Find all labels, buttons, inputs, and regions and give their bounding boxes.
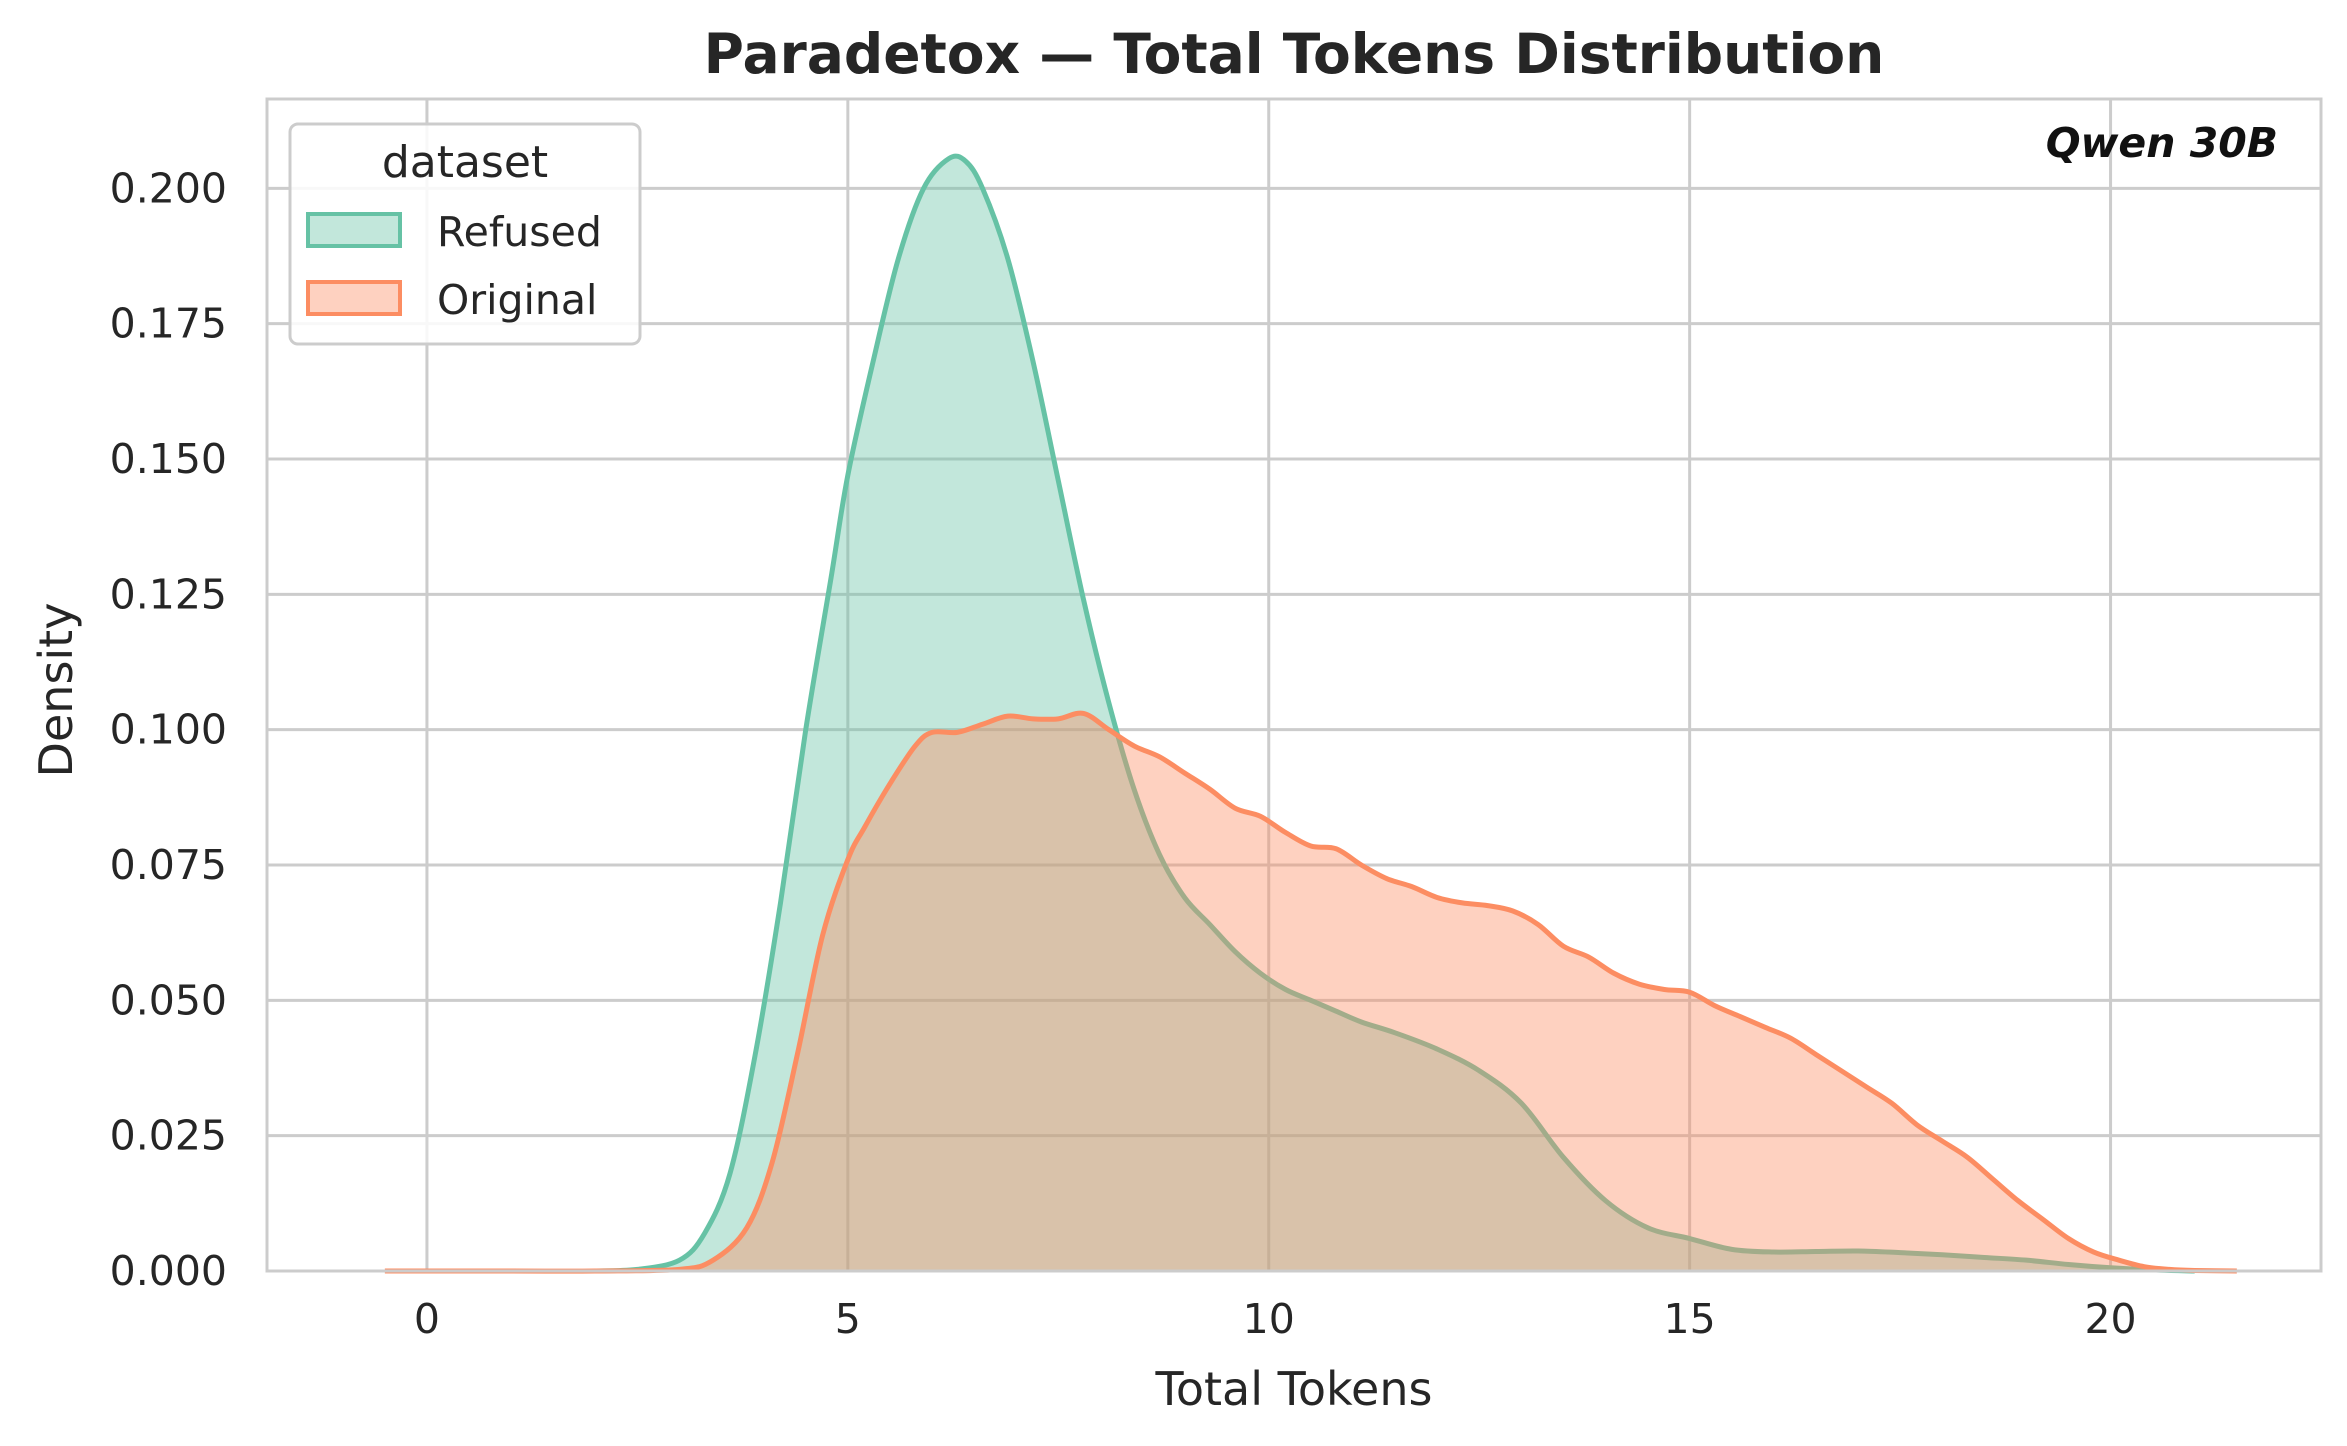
legend-title: dataset <box>382 137 548 188</box>
y-tick-label-0-150: 0.150 <box>110 435 227 483</box>
x-tick-label-0: 0 <box>414 1295 440 1343</box>
x-tick-label-5: 5 <box>835 1295 861 1343</box>
plot-frame <box>265 97 2323 1273</box>
legend-label-refused: Refused <box>437 208 602 256</box>
y-tick-label-0-025: 0.025 <box>110 1112 227 1160</box>
y-tick-label-0-000: 0.000 <box>110 1247 227 1295</box>
legend-frame <box>288 122 642 346</box>
density-line-refused <box>595 153 2195 1274</box>
y-axis-label: Density <box>29 603 83 778</box>
model-annotation: Qwen 30B <box>2046 119 2278 167</box>
legend-swatch-original <box>306 280 402 316</box>
x-tick-label-20: 20 <box>2084 1295 2136 1343</box>
y-tick-label-0-200: 0.200 <box>110 164 227 212</box>
legend-label-original: Original <box>437 276 597 324</box>
tick-layer: 0 5 10 15 20 0.000 0.025 0.050 0.075 0.100 0.125 0.… <box>110 164 2137 1343</box>
y-tick-label-0-125: 0.125 <box>110 570 227 618</box>
legend-swatch-refused <box>306 212 402 248</box>
density-area-original <box>384 713 2237 1272</box>
chart-title: Paradetox — Total Tokens Distribution <box>704 22 1885 86</box>
y-tick-label-0-100: 0.100 <box>110 706 227 754</box>
x-tick-label-10: 10 <box>1243 1295 1295 1343</box>
density-area-refused <box>595 156 2195 1272</box>
y-tick-label-0-175: 0.175 <box>110 300 227 348</box>
y-tick-label-0-075: 0.075 <box>110 841 227 889</box>
x-axis-label: Total Tokens <box>1155 1362 1433 1416</box>
series-layer <box>384 153 2237 1274</box>
x-tick-label-15: 15 <box>1664 1295 1716 1343</box>
y-tick-label-0-050: 0.050 <box>110 976 227 1024</box>
grid-layer <box>267 99 2321 1273</box>
legend: dataset Refused Original <box>288 122 642 346</box>
density-line-original <box>384 710 2237 1274</box>
